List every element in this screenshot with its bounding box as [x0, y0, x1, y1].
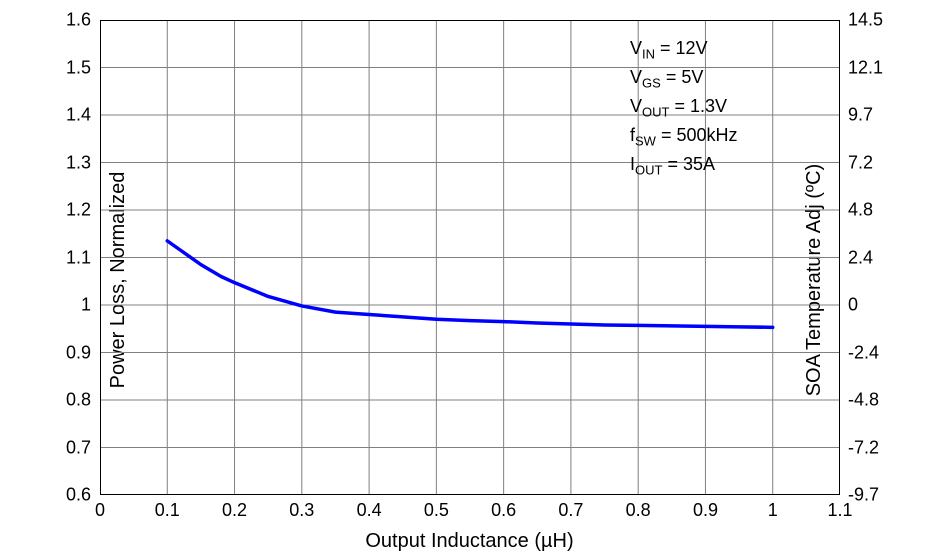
y-left-tick: 1.2: [66, 200, 91, 221]
x-tick: 0.4: [357, 500, 382, 521]
x-tick: 0.5: [424, 500, 449, 521]
y-right-tick: -7.2: [848, 437, 879, 458]
y-left-tick: 0.7: [66, 437, 91, 458]
y-right-tick: 14.5: [848, 10, 883, 31]
y-right-tick: -9.7: [848, 485, 879, 506]
x-axis-label: Output Inductance (µH): [365, 530, 573, 553]
y-right-tick: 7.2: [848, 152, 873, 173]
annotation-vin: VIN = 12V: [630, 35, 738, 64]
y-right-tick: 4.8: [848, 200, 873, 221]
y-left-tick: 1.5: [66, 57, 91, 78]
annotation-vout: VOUT = 1.3V: [630, 93, 738, 122]
y-right-tick: 9.7: [848, 105, 873, 126]
x-tick: 0.1: [155, 500, 180, 521]
y-left-tick: 1.4: [66, 105, 91, 126]
y-right-tick: 2.4: [848, 247, 873, 268]
y-right-tick: -2.4: [848, 342, 879, 363]
x-tick: 0: [95, 500, 105, 521]
y-left-tick: 1: [81, 295, 91, 316]
y-right-tick: 0: [848, 295, 858, 316]
y-left-tick: 0.6: [66, 485, 91, 506]
annotation-fsw: fSW = 500kHz: [630, 122, 738, 151]
y-left-tick: 1.1: [66, 247, 91, 268]
x-tick: 0.9: [693, 500, 718, 521]
x-tick: 0.6: [491, 500, 516, 521]
y-right-tick: 12.1: [848, 57, 883, 78]
x-tick: 0.2: [222, 500, 247, 521]
y-left-tick: 0.9: [66, 342, 91, 363]
chart-annotations: VIN = 12V VGS = 5V VOUT = 1.3V fSW = 500…: [630, 35, 738, 180]
y-left-tick: 1.3: [66, 152, 91, 173]
x-tick: 0.8: [626, 500, 651, 521]
annotation-iout: IOUT = 35A: [630, 151, 738, 180]
x-tick: 0.7: [558, 500, 583, 521]
x-tick: 0.3: [289, 500, 314, 521]
y-right-tick: -4.8: [848, 390, 879, 411]
annotation-vgs: VGS = 5V: [630, 64, 738, 93]
x-tick: 1.1: [827, 500, 852, 521]
y-left-tick: 1.6: [66, 10, 91, 31]
y-left-tick: 0.8: [66, 390, 91, 411]
x-tick: 1: [768, 500, 778, 521]
